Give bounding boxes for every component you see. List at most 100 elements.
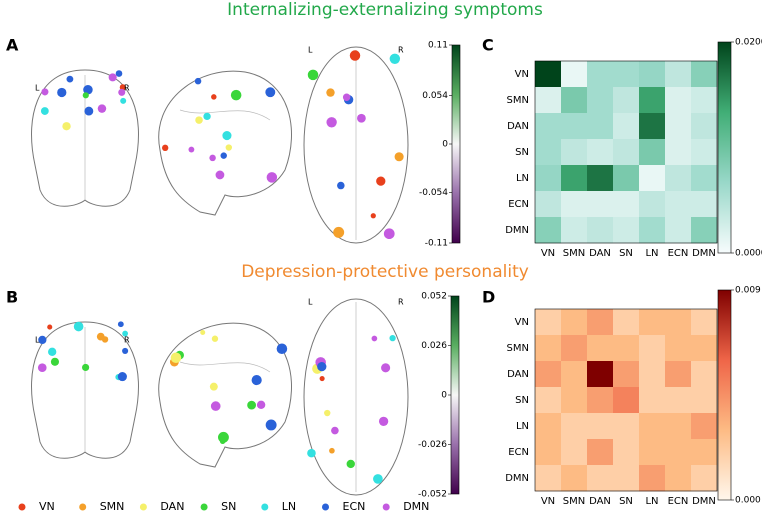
- x-tick-label: DMN: [692, 248, 716, 259]
- node: [120, 97, 127, 104]
- colorbar-tick-label: 0.054: [422, 91, 448, 101]
- heatmap-cell: [613, 309, 640, 336]
- colorbar: [717, 41, 732, 254]
- heatmap-cell: [561, 61, 588, 88]
- y-tick-label: LN: [516, 421, 529, 432]
- node: [218, 431, 229, 443]
- node: [195, 116, 203, 124]
- heatmap-cell: [639, 413, 666, 440]
- hemisphere-label: R: [398, 298, 404, 307]
- colorbar-tick-label: -0.026: [418, 440, 447, 450]
- node: [108, 73, 117, 82]
- heatmap-cell: [613, 361, 640, 388]
- heatmap-cell: [613, 439, 640, 466]
- node: [41, 88, 49, 96]
- node: [209, 382, 218, 391]
- legend-marker: [322, 503, 329, 511]
- heatmap-cell: [587, 165, 614, 192]
- colorbar-tick-label: 0: [441, 391, 447, 401]
- colorbar-tick-label: -0.054: [419, 188, 448, 198]
- heatmap-cell: [613, 413, 640, 440]
- heatmap-cell: [691, 87, 718, 114]
- heatmap-cell: [639, 113, 666, 140]
- colorbar-tick-label: 0.026: [421, 341, 447, 351]
- x-tick-label: VN: [541, 248, 555, 259]
- x-tick-label: VN: [541, 496, 555, 507]
- legend-marker: [382, 503, 390, 511]
- heatmap-cell: [535, 361, 562, 388]
- heatmap-cell: [639, 61, 666, 88]
- node: [203, 112, 211, 121]
- heatmap-cell: [691, 191, 718, 218]
- heatmap-cell: [535, 335, 562, 362]
- y-tick-label: LN: [516, 173, 529, 184]
- heatmap-cell: [587, 335, 614, 362]
- heatmap-cell: [665, 113, 692, 140]
- heatmap-cell: [587, 217, 614, 244]
- brain-plots: L R L R L R L R: [31, 46, 409, 496]
- legend-marker: [261, 503, 269, 511]
- colorbar-tick-label: -0.11: [425, 239, 448, 249]
- node: [48, 347, 57, 357]
- sulcus: [84, 327, 271, 452]
- node: [222, 130, 232, 141]
- node: [326, 88, 335, 97]
- heatmap-cell: [561, 165, 588, 192]
- heatmap-cell: [587, 61, 614, 88]
- colorbar-tick-label: 0.11: [428, 41, 448, 51]
- heatmap-cell: [561, 191, 588, 218]
- x-tick-label: DAN: [589, 496, 611, 507]
- node: [82, 92, 89, 99]
- x-tick-label: LN: [645, 248, 658, 259]
- panel-label: D: [482, 288, 495, 307]
- node: [230, 89, 242, 101]
- heatmap-cell: [639, 191, 666, 218]
- node: [373, 474, 383, 484]
- heatmap-cell: [639, 217, 666, 244]
- heatmap-cell: [587, 309, 614, 336]
- x-tick-label: ECN: [668, 248, 689, 259]
- node: [381, 363, 391, 373]
- node: [307, 448, 316, 458]
- node: [40, 107, 49, 115]
- node: [324, 409, 331, 417]
- node: [115, 70, 123, 77]
- heatmap-cell: [535, 309, 562, 336]
- heatmap-cell: [691, 217, 718, 244]
- hemisphere-label: L: [35, 336, 40, 345]
- x-tick-label: DAN: [589, 248, 611, 259]
- heatmap-cell: [535, 413, 562, 440]
- y-tick-label: SMN: [507, 95, 529, 106]
- y-tick-label: SMN: [507, 343, 529, 354]
- heatmap-cell: [691, 61, 718, 88]
- node: [194, 77, 202, 85]
- heatmap-cell: [691, 113, 718, 140]
- heatmap-cell: [587, 361, 614, 388]
- heatmap-cell: [613, 217, 640, 244]
- heatmap-cell: [561, 413, 588, 440]
- node: [357, 113, 366, 123]
- node: [349, 50, 361, 61]
- node: [370, 213, 376, 219]
- heatmap-cell: [613, 61, 640, 88]
- heatmap-cell: [613, 87, 640, 114]
- heatmap-cell: [691, 439, 718, 466]
- heatmap-cell: [665, 217, 692, 244]
- heatmap-cell: [639, 87, 666, 114]
- node: [342, 93, 351, 101]
- legend-marker: [79, 503, 87, 511]
- node: [307, 69, 319, 81]
- heatmap-cell: [535, 139, 562, 166]
- y-tick-label: ECN: [508, 199, 529, 210]
- heatmap-cell: [639, 139, 666, 166]
- hemisphere-label: R: [398, 46, 404, 55]
- legend-label: VN: [39, 500, 55, 511]
- heatmap-cell: [691, 309, 718, 336]
- y-tick-label: DMN: [505, 225, 529, 236]
- node: [82, 363, 90, 372]
- node: [200, 329, 206, 335]
- node: [170, 352, 182, 364]
- heatmap-cell: [691, 139, 718, 166]
- node: [383, 228, 395, 240]
- node: [371, 335, 378, 342]
